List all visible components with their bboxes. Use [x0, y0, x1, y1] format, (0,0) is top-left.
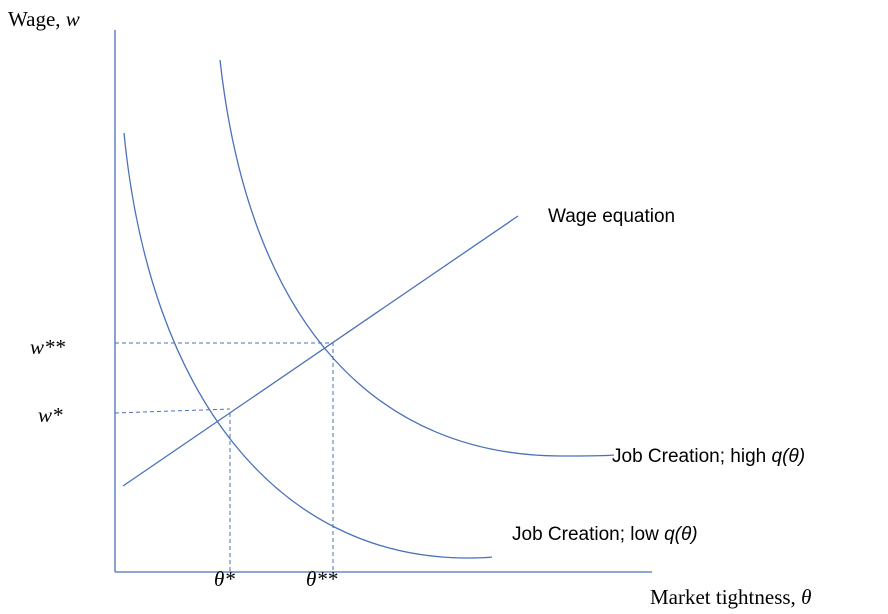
label-text: Wage,	[8, 7, 66, 31]
w-low-guide	[114, 408, 231, 572]
label-text: Job Creation; high	[612, 446, 772, 467]
wage-equation-line	[122, 215, 519, 487]
job-creation-low-curve	[123, 132, 493, 559]
wage-equation-label: Wage equation	[548, 206, 675, 227]
theta-high-label: θ**	[306, 567, 338, 591]
label-text: Market tightness,	[650, 585, 801, 609]
label-var: q(θ)	[772, 446, 806, 467]
label-var: q(θ)	[664, 524, 698, 545]
theta-low-label: θ*	[214, 567, 235, 591]
w-low-label: w*	[38, 403, 63, 427]
w-high-guide	[115, 342, 334, 572]
job-creation-high-label: Job Creation; high q(θ)	[612, 446, 805, 467]
label-var: θ	[801, 585, 811, 609]
x-axis-label: Market tightness, θ	[650, 585, 811, 609]
y-axis-label: Wage, w	[8, 7, 80, 31]
w-high-label: w**	[30, 335, 66, 359]
label-var: w	[66, 7, 80, 31]
job-creation-low-label: Job Creation; low q(θ)	[512, 524, 698, 545]
job-creation-high-curve	[219, 59, 615, 457]
label-text: Job Creation; low	[512, 524, 664, 545]
